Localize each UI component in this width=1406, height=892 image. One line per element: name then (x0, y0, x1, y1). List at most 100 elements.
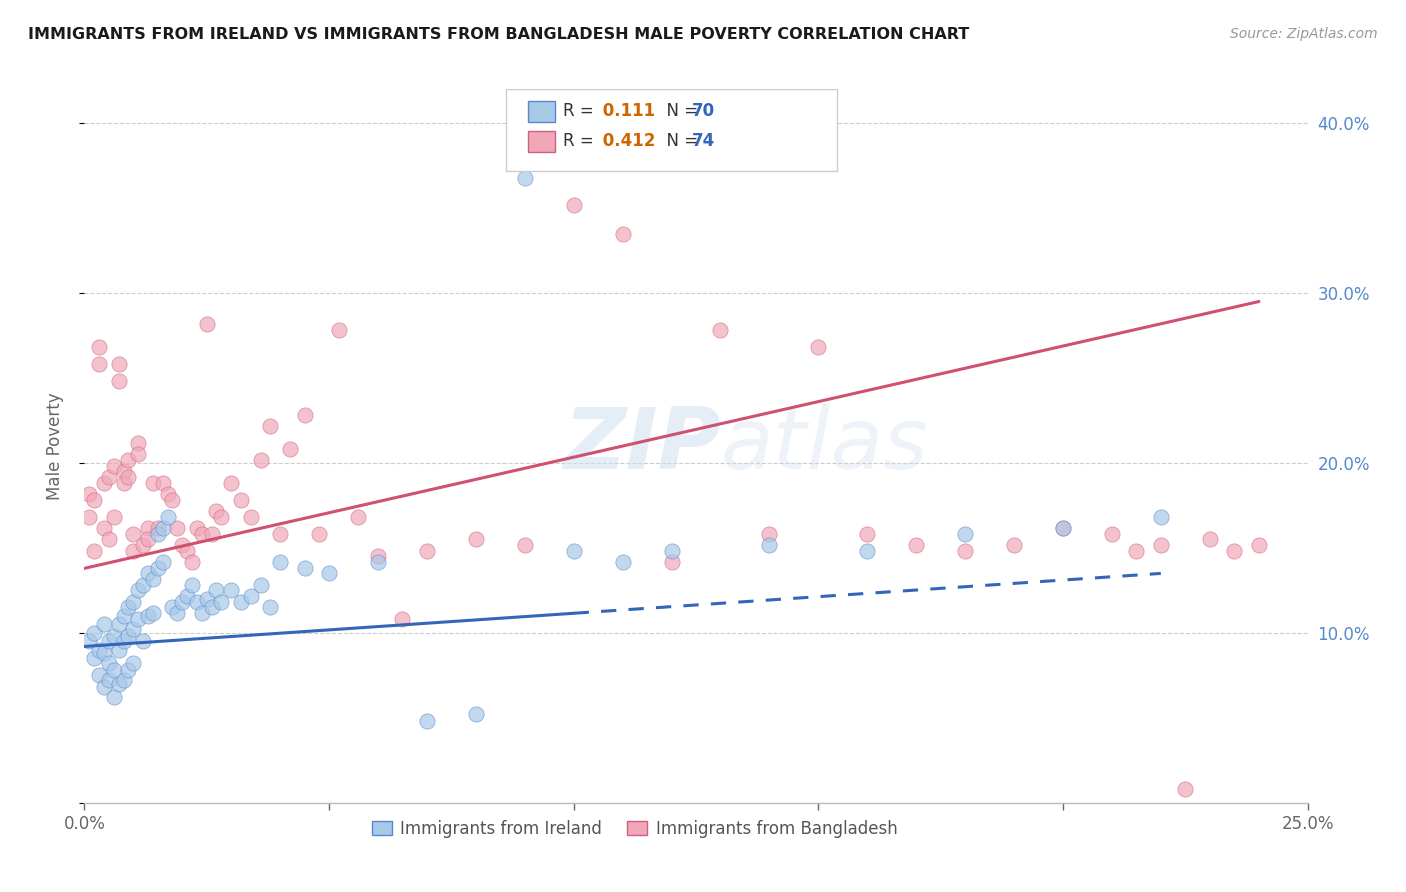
Point (191, 606, 214, 620)
Point (200, 600, 222, 615)
Point (856, 527, 879, 541)
Point (239, 510, 262, 524)
Point (259, 418, 281, 433)
Text: N =: N = (655, 132, 703, 150)
Point (117, 469, 139, 483)
Text: Source: ZipAtlas.com: Source: ZipAtlas.com (1230, 27, 1378, 41)
Point (195, 317, 218, 331)
Text: 70: 70 (692, 103, 716, 120)
Point (107, 617, 129, 632)
Point (103, 629, 125, 643)
Point (166, 520, 188, 534)
Point (152, 555, 174, 569)
Point (186, 520, 208, 534)
Point (181, 578, 204, 592)
Text: atlas: atlas (720, 404, 928, 488)
Point (122, 623, 145, 637)
Point (142, 606, 165, 620)
Point (77, 634, 100, 648)
Point (146, 561, 169, 575)
Text: 0.412: 0.412 (598, 132, 655, 150)
Point (562, 198, 585, 212)
Point (294, 561, 316, 575)
Point (97, 533, 120, 547)
Point (1125, 544, 1147, 558)
Legend: Immigrants from Ireland, Immigrants from Bangladesh: Immigrants from Ireland, Immigrants from… (366, 814, 904, 845)
Point (122, 527, 145, 541)
Point (83, 544, 105, 558)
Point (205, 583, 228, 598)
Point (152, 520, 174, 534)
Point (107, 677, 129, 691)
Point (239, 589, 262, 603)
Point (513, 537, 536, 551)
Point (97, 673, 120, 688)
Point (97, 469, 120, 483)
Point (112, 476, 135, 491)
Point (758, 527, 780, 541)
Point (117, 600, 139, 615)
Point (195, 591, 218, 606)
Point (219, 583, 242, 598)
Point (112, 673, 135, 688)
Point (416, 714, 439, 729)
Point (172, 537, 194, 551)
Point (93, 520, 115, 534)
Point (107, 358, 129, 372)
Point (229, 493, 252, 508)
Point (612, 555, 634, 569)
Point (122, 544, 145, 558)
Point (103, 663, 125, 677)
Point (464, 533, 486, 547)
Point (176, 544, 198, 558)
Point (87, 341, 110, 355)
Point (1002, 537, 1025, 551)
Point (905, 537, 928, 551)
Text: 0.111: 0.111 (598, 103, 655, 120)
Point (127, 448, 149, 462)
Point (127, 612, 149, 626)
Point (152, 476, 174, 491)
Point (132, 634, 155, 648)
Point (112, 465, 135, 479)
Text: N =: N = (655, 103, 703, 120)
Point (229, 595, 252, 609)
Point (1247, 537, 1270, 551)
Point (93, 617, 115, 632)
Point (127, 435, 149, 450)
Point (953, 544, 976, 558)
Point (136, 608, 159, 623)
Point (758, 537, 780, 551)
Point (132, 537, 155, 551)
Point (191, 527, 214, 541)
Point (136, 520, 159, 534)
Point (93, 680, 115, 694)
Point (249, 578, 271, 592)
Point (83, 651, 105, 665)
Point (416, 544, 439, 558)
Point (93, 476, 115, 491)
Point (107, 643, 129, 657)
Point (1052, 520, 1074, 534)
Point (136, 533, 159, 547)
FancyBboxPatch shape (506, 89, 837, 171)
Point (200, 527, 222, 541)
Point (249, 452, 271, 467)
Point (1150, 510, 1173, 524)
Point (127, 583, 149, 598)
Point (1101, 527, 1123, 541)
Point (122, 657, 145, 671)
Point (661, 544, 683, 558)
Point (87, 668, 110, 682)
Point (103, 690, 125, 705)
Point (162, 600, 184, 615)
Point (176, 589, 198, 603)
Point (464, 707, 486, 722)
Point (93, 646, 115, 660)
Text: R =: R = (562, 103, 599, 120)
Text: R =: R = (562, 132, 599, 150)
Point (117, 629, 139, 643)
Point (347, 510, 370, 524)
Point (103, 510, 125, 524)
Point (612, 227, 634, 241)
